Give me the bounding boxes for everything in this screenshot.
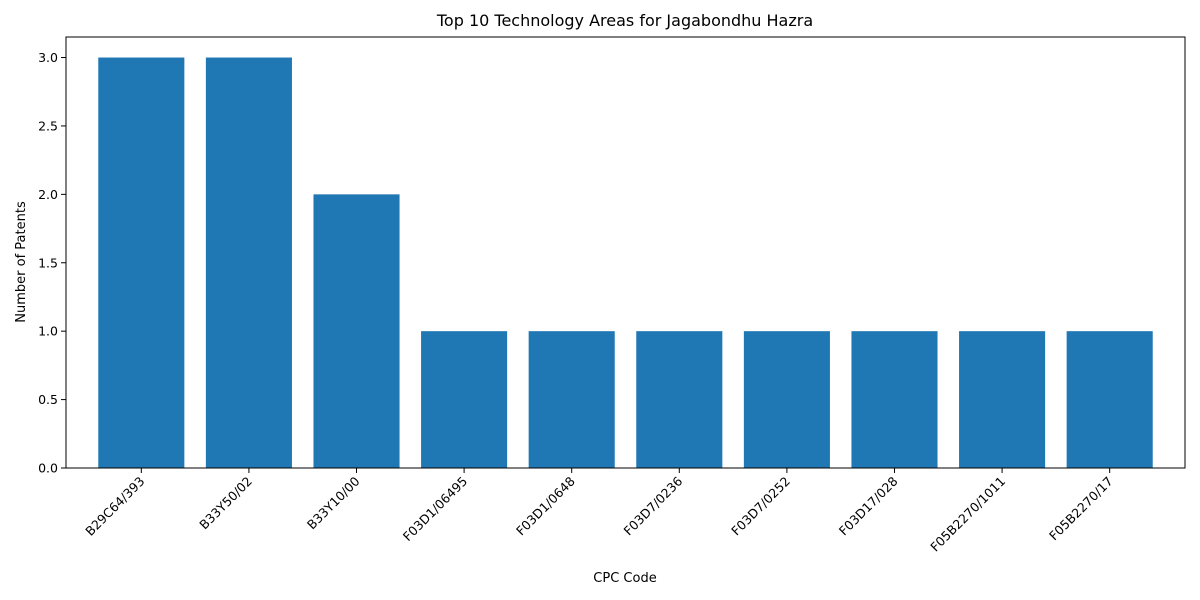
bar-2: [313, 194, 399, 468]
y-tick-label-3: 1.5: [38, 255, 58, 270]
y-tick-label-0: 0.0: [38, 461, 58, 476]
x-tick-label-6: F03D7/0252: [728, 474, 793, 539]
y-axis: 0.0 0.5 1.0 1.5 2.0 2.5 3.0: [38, 50, 66, 475]
y-tick-label-1: 0.5: [38, 392, 58, 407]
bar-6: [744, 331, 830, 468]
x-tick-label-9: F05B2270/17: [1046, 474, 1116, 544]
x-tick-label-3: F03D1/06495: [400, 474, 470, 544]
chart-title: Top 10 Technology Areas for Jagabondhu H…: [436, 11, 813, 30]
bar-0: [98, 58, 184, 468]
x-tick-label-0: B29C64/393: [82, 474, 147, 539]
bar-7: [851, 331, 937, 468]
y-tick-label-4: 2.0: [38, 187, 58, 202]
x-tick-label-2: B33Y10/00: [304, 473, 363, 532]
x-tick-label-7: F03D17/028: [836, 473, 901, 538]
y-tick-label-2: 1.0: [38, 324, 58, 339]
y-tick-label-5: 2.5: [38, 118, 58, 133]
y-axis-label: Number of Patents: [14, 201, 29, 323]
x-tick-label-4: F03D1/0648: [513, 473, 578, 538]
x-tick-label-5: F03D7/0236: [621, 473, 686, 538]
bar-9: [1067, 331, 1153, 468]
bar-4: [529, 331, 615, 468]
bar-1: [206, 58, 292, 468]
x-tick-label-1: B33Y50/02: [196, 474, 255, 533]
y-tick-label-6: 3.0: [38, 50, 58, 65]
bars-group: [98, 58, 1152, 468]
bar-3: [421, 331, 507, 468]
x-axis: B29C64/393 B33Y50/02 B33Y10/00 F03D1/06495 F…: [82, 468, 1116, 554]
x-tick-label-8: F05B2270/1011: [927, 474, 1008, 555]
bar-8: [959, 331, 1045, 468]
x-axis-label: CPC Code: [593, 571, 656, 586]
bar-5: [636, 331, 722, 468]
